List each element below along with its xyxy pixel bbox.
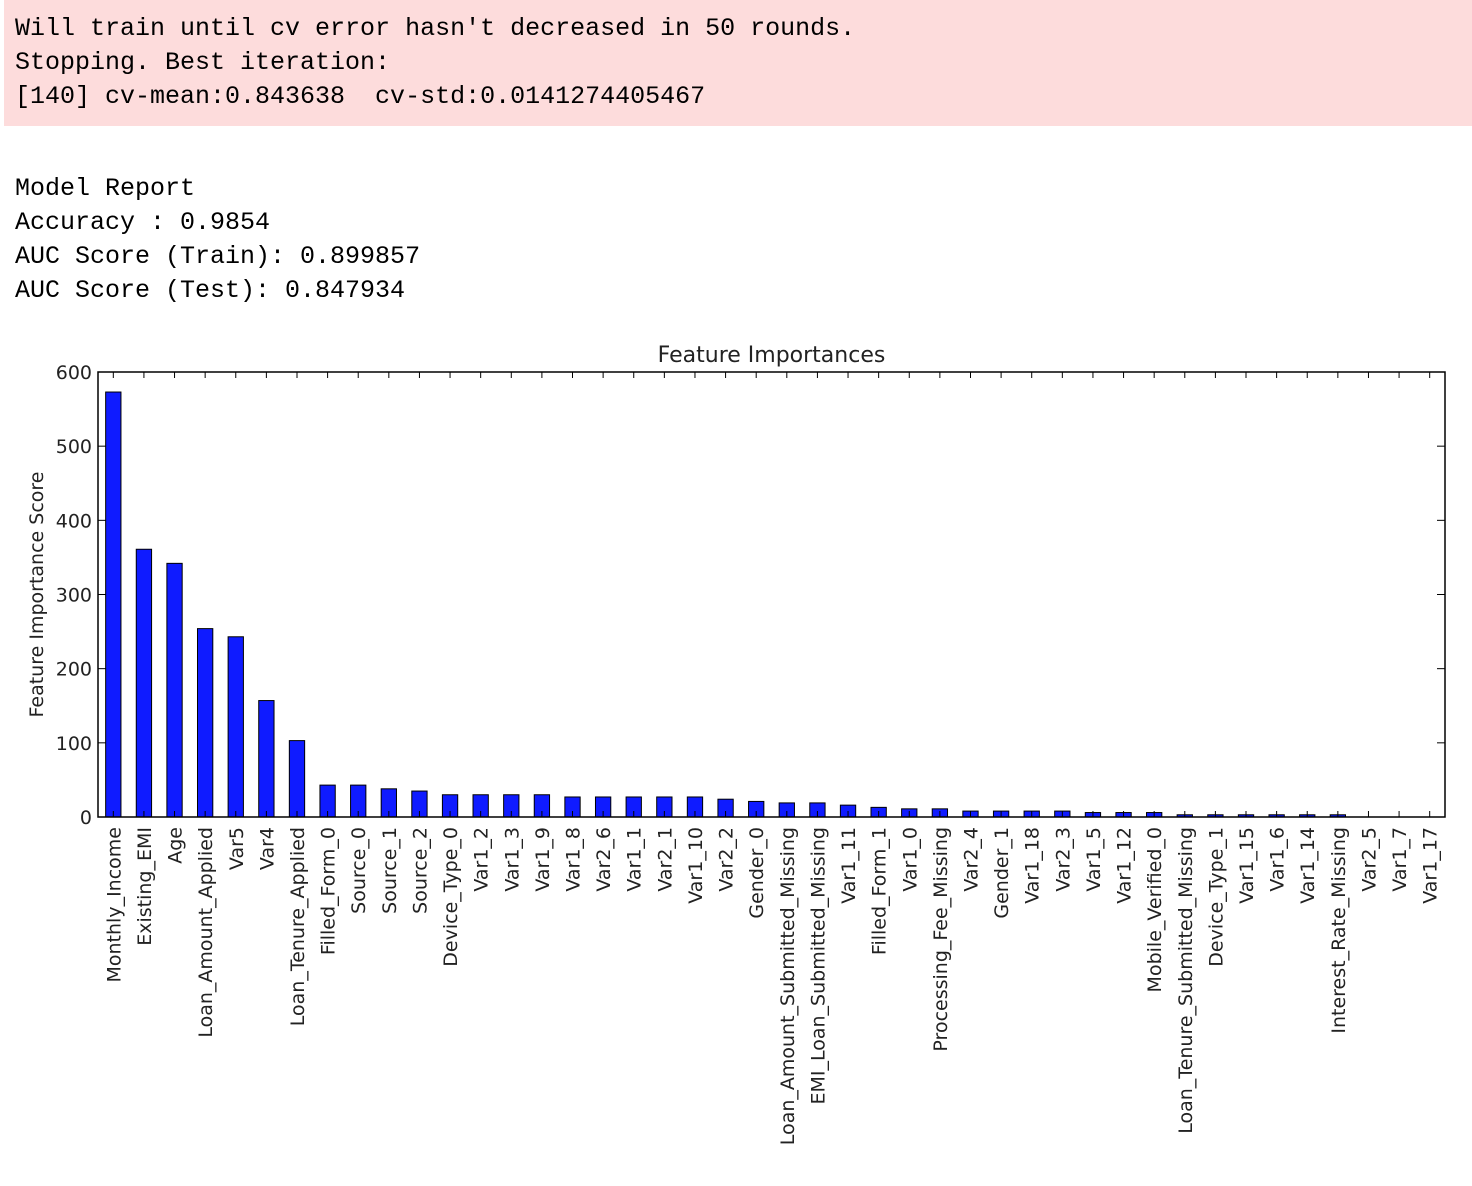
x-tick-label: Var1_10 [685, 827, 707, 904]
y-tick-label: 300 [56, 585, 92, 607]
x-tick-label: Var2_4 [960, 827, 982, 892]
cv-log-line: [140] cv-mean:0.843638 cv-std:0.01412744… [15, 82, 706, 111]
x-tick-label: Gender_1 [991, 827, 1013, 919]
bar [258, 700, 275, 818]
x-tick-label: Filled_Form_0 [318, 827, 340, 955]
x-tick-label: Source_1 [379, 827, 401, 914]
auc-test-line: AUC Score (Test): 0.847934 [15, 276, 406, 305]
x-tick-label: Var1_5 [1083, 827, 1105, 892]
chart-title: Feature Importances [658, 343, 886, 368]
bar [166, 562, 183, 818]
x-tick-label: Var2_3 [1052, 827, 1074, 892]
cv-output-panel: Will train until cv error hasn't decreas… [4, 0, 1472, 126]
x-tick-label: Device_Type_0 [440, 827, 462, 967]
bar [288, 740, 306, 818]
x-tick-label: Processing_Fee_Missing [930, 827, 952, 1052]
x-tick-label: Var2_1 [654, 827, 676, 892]
cv-log-line: Stopping. Best iteration: [15, 48, 391, 77]
x-tick-label: Var2_6 [593, 827, 615, 892]
x-tick-label: Var1_2 [471, 827, 493, 892]
x-tick-label: Var1_1 [624, 827, 646, 892]
x-tick-label: Var1_17 [1420, 827, 1442, 904]
x-tick-label: Var2_2 [716, 827, 738, 892]
x-tick-label: Mobile_Verified_0 [1144, 827, 1166, 992]
x-tick-label: Var1_8 [563, 827, 585, 892]
x-tick-label: Var1_14 [1297, 827, 1319, 904]
y-tick-label: 500 [56, 436, 92, 458]
x-tick-label: Filled_Form_1 [869, 827, 891, 955]
x-tick-label: Loan_Tenure_Submitted_Missing [1175, 827, 1197, 1134]
x-tick-label: Var1_15 [1236, 827, 1258, 904]
x-tick-label: Var1_6 [1267, 827, 1289, 892]
model-report: Model Report Accuracy : 0.9854 AUC Score… [15, 172, 420, 308]
x-tick-label: EMI_Loan_Submitted_Missing [807, 827, 829, 1105]
y-tick-label: 400 [56, 510, 92, 532]
x-tick-label: Interest_Rate_Missing [1328, 827, 1350, 1034]
x-tick-label: Existing_EMI [134, 827, 156, 946]
x-tick-label: Device_Type_1 [1205, 827, 1227, 967]
x-tick-label: Monthly_Income [103, 827, 125, 983]
y-tick-label: 100 [56, 733, 92, 755]
report-title: Model Report [15, 174, 196, 203]
y-tick-label: 600 [56, 362, 92, 384]
x-tick-label: Var5 [226, 827, 248, 870]
x-tick-label: Loan_Amount_Submitted_Missing [777, 827, 799, 1145]
x-tick-label: Source_0 [348, 827, 370, 914]
bar [135, 548, 153, 818]
x-tick-label: Var1_12 [1114, 827, 1136, 904]
x-tick-label: Loan_Amount_Applied [195, 827, 217, 1038]
cv-log-line: Will train until cv error hasn't decreas… [15, 14, 856, 43]
bar [105, 391, 122, 818]
feature-importance-chart: Feature Importances Feature Importance S… [26, 343, 1446, 1145]
bar [227, 636, 244, 818]
x-tick-label: Var1_3 [501, 827, 523, 892]
x-tick-label: Age [165, 827, 187, 864]
x-tick-label: Var1_11 [838, 827, 860, 904]
bar [196, 628, 214, 818]
y-tick-label: 200 [56, 659, 92, 681]
plot-area: 0 100 200 300 400 500 600 Monthly_Income Existin… [56, 362, 1446, 1145]
x-tick-label: Loan_Tenure_Applied [287, 827, 309, 1026]
x-tick-label: Var1_7 [1389, 827, 1411, 892]
x-tick-label: Source_2 [409, 827, 431, 914]
x-tick-label: Var1_0 [899, 827, 921, 892]
x-tick-label: Var1_9 [532, 827, 554, 892]
x-tick-label: Var1_18 [1022, 827, 1044, 904]
accuracy-line: Accuracy : 0.9854 [15, 208, 271, 237]
y-tick-label: 0 [80, 807, 92, 829]
x-tick-label: Var4 [256, 827, 278, 870]
y-axis-label: Feature Importance Score [26, 472, 48, 718]
x-tick-label: Var2_5 [1358, 827, 1380, 892]
x-tick-label: Gender_0 [746, 827, 768, 919]
auc-train-line: AUC Score (Train): 0.899857 [15, 242, 421, 271]
